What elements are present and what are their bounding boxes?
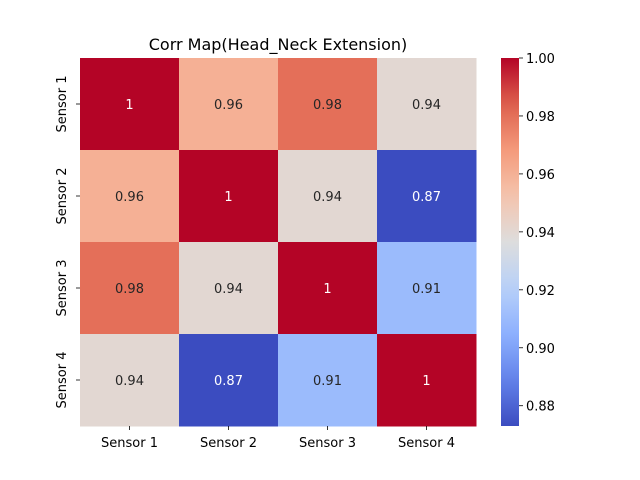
- colorbar-tick-label: 0.96: [526, 168, 555, 183]
- y-tick-label: Sensor 4: [55, 352, 70, 409]
- heatmap-cell-r3-c4: [377, 242, 477, 335]
- x-tick-label: Sensor 3: [299, 436, 356, 451]
- heatmap-cell-r3-c3: [278, 242, 378, 335]
- y-tick-label: Sensor 2: [55, 168, 70, 225]
- x-tick-label: Sensor 1: [101, 436, 158, 451]
- y-tick-label: Sensor 3: [55, 260, 70, 317]
- colorbar-tick-label: 0.88: [526, 400, 555, 415]
- x-axis-ticks: Sensor 1 Sensor 2 Sensor 3 Sensor 4: [101, 426, 455, 451]
- heatmap-cell-r3-c2: [179, 242, 279, 335]
- heatmap-cell-r1-c1: [80, 58, 180, 151]
- cell-value-label: 0.94: [115, 374, 144, 389]
- cell-value-label: 0.94: [412, 98, 441, 113]
- x-tick-label: Sensor 4: [398, 436, 455, 451]
- colorbar-gradient: [501, 58, 519, 426]
- cell-value-label: 1: [125, 98, 133, 113]
- heatmap-cell-r1-c3: [278, 58, 378, 151]
- heatmap-cell-r1-c2: [179, 58, 279, 151]
- heatmap-cells: 1 0.96 0.98 0.94 0.96 1 0.94 0.87 0.98 0.94 1 0.91 0…: [80, 58, 477, 427]
- colorbar: 0.88 0.90 0.92 0.94 0.96 0.98 1.00: [501, 52, 555, 426]
- heatmap-cell-r4-c2: [179, 334, 279, 427]
- heatmap-cell-r4-c1: [80, 334, 180, 427]
- heatmap-cell-r3-c1: [80, 242, 180, 335]
- y-axis-ticks: Sensor 1 Sensor 2 Sensor 3 Sensor 4: [55, 76, 80, 409]
- heatmap-cell-r1-c4: [377, 58, 477, 151]
- cell-value-label: 1: [323, 282, 331, 297]
- cell-value-label: 0.94: [214, 282, 243, 297]
- cell-value-label: 0.91: [412, 282, 441, 297]
- heatmap-cell-r4-c3: [278, 334, 378, 427]
- x-tick-label: Sensor 2: [200, 436, 257, 451]
- cell-value-label: 1: [224, 190, 232, 205]
- colorbar-tick-label: 0.90: [526, 342, 555, 357]
- cell-value-label: 0.87: [214, 374, 243, 389]
- heatmap-cell-r2-c4: [377, 150, 477, 243]
- cell-value-label: 0.98: [313, 98, 342, 113]
- heatmap-cell-r2-c2: [179, 150, 279, 243]
- colorbar-tick-label: 0.98: [526, 110, 555, 125]
- colorbar-tick-label: 0.92: [526, 284, 555, 299]
- cell-value-label: 0.96: [115, 190, 144, 205]
- colorbar-tick-label: 0.94: [526, 226, 555, 241]
- cell-value-label: 0.98: [115, 282, 144, 297]
- cell-value-label: 1: [422, 374, 430, 389]
- y-tick-label: Sensor 1: [55, 76, 70, 133]
- heatmap-cell-r2-c1: [80, 150, 180, 243]
- cell-value-label: 0.96: [214, 98, 243, 113]
- cell-value-label: 0.94: [313, 190, 342, 205]
- cell-value-label: 0.87: [412, 190, 441, 205]
- heatmap-cell-r2-c3: [278, 150, 378, 243]
- heatmap-cell-r4-c4: [377, 334, 477, 427]
- chart-title: Corr Map(Head_Neck Extension): [149, 35, 408, 55]
- colorbar-tick-label: 1.00: [526, 52, 555, 67]
- cell-value-label: 0.91: [313, 374, 342, 389]
